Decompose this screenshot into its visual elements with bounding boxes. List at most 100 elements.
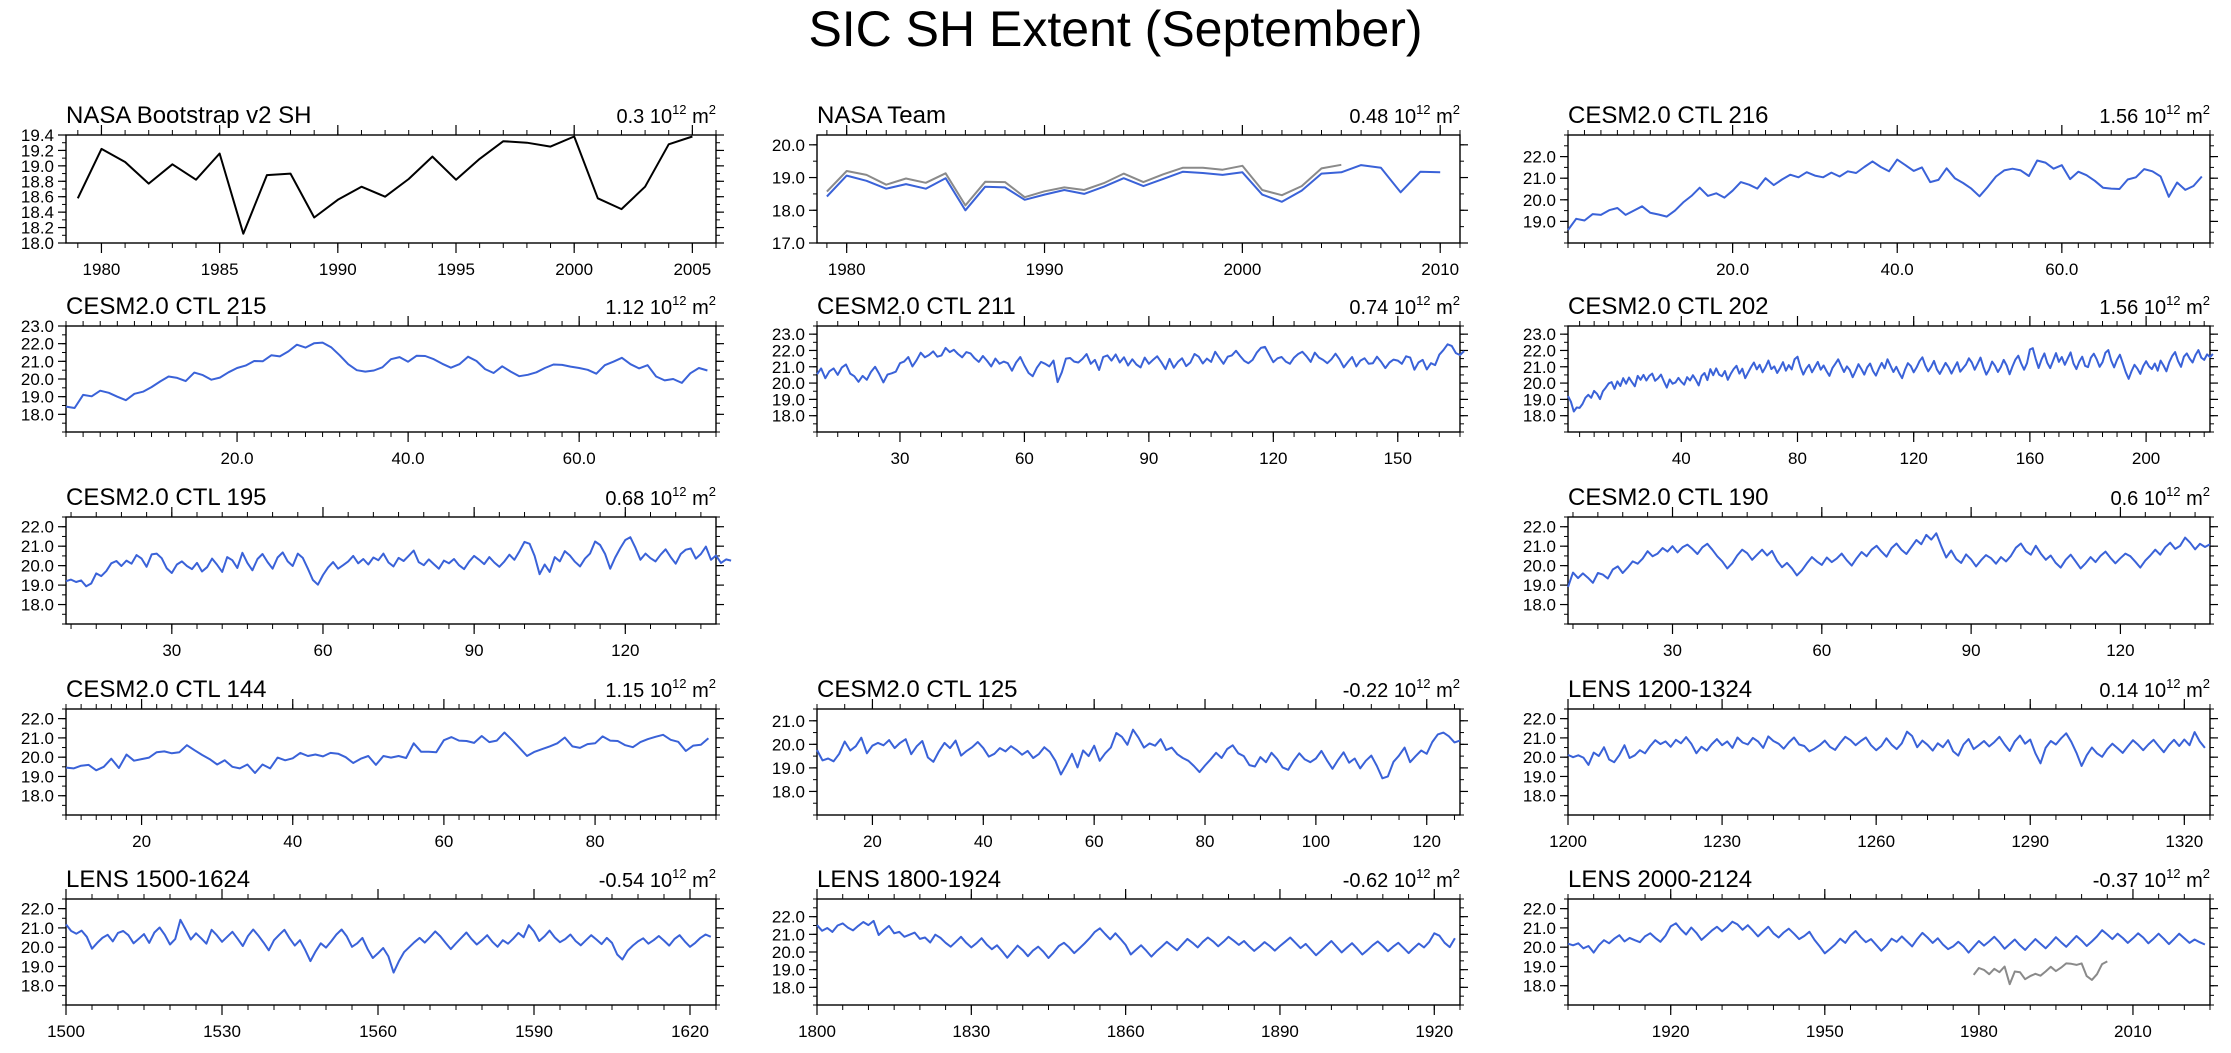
series-line: [816, 343, 1465, 384]
trend-label: 1.56 1012 m2: [2099, 293, 2210, 319]
panel-title: LENS 1200-1324: [1568, 676, 1752, 703]
x-tick-label: 2000: [555, 260, 593, 279]
x-tick-label: 1920: [1652, 1022, 1690, 1041]
x-tick-label: 30: [162, 641, 181, 660]
y-tick-label: 20.0: [21, 748, 54, 767]
x-tick-label: 90: [1139, 449, 1158, 468]
y-tick-label: 22.0: [21, 335, 54, 354]
x-tick-label: 120: [2106, 641, 2134, 660]
y-tick-label: 21.0: [772, 925, 805, 944]
plot-frame: [65, 134, 717, 244]
trend-label: -0.62 1012 m2: [1343, 866, 1460, 892]
x-tick-label: 1320: [2165, 832, 2203, 851]
plot-frame: [65, 898, 717, 1006]
chart-panel: LENS 1800-1924 -0.62 1012 m218.019.020.02…: [772, 866, 1468, 1041]
x-tick-label: 2010: [2114, 1022, 2152, 1041]
chart-panel: CESM2.0 CTL 202 1.56 1012 m218.019.020.02…: [1523, 293, 2218, 468]
series-line: [65, 536, 732, 588]
y-tick-label: 18.4: [21, 203, 54, 222]
y-tick-label: 21.0: [1523, 169, 1556, 188]
y-tick-label: 23.0: [772, 325, 805, 344]
y-tick-label: 21.0: [21, 919, 54, 938]
x-tick-label: 100: [1302, 832, 1330, 851]
x-tick-label: 160: [2016, 449, 2044, 468]
y-tick-label: 18.2: [21, 219, 54, 238]
y-tick-label: 22.0: [21, 518, 54, 537]
chart-panel: CESM2.0 CTL 195 0.68 1012 m218.019.020.02…: [21, 484, 732, 660]
chart-panel: CESM2.0 CTL 211 0.74 1012 m218.019.020.02…: [772, 293, 1468, 468]
y-tick-label: 19.0: [21, 157, 54, 176]
y-tick-label: 22.0: [21, 710, 54, 729]
x-tick-label: 1560: [359, 1022, 397, 1041]
chart-panel: NASA Team 0.48 1012 m2 17.0 18.0 19.0 20.0 198…: [772, 102, 1468, 279]
x-tick-label: 1890: [1261, 1022, 1299, 1041]
y-tick-label: 23.0: [21, 317, 54, 336]
y-tick-label: 20.0: [772, 136, 805, 155]
x-tick-label: 2000: [1223, 260, 1261, 279]
x-tick-label: 2010: [1421, 260, 1459, 279]
trend-label: 1.12 1012 m2: [605, 293, 716, 319]
x-tick-label: 1980: [828, 260, 866, 279]
y-tick-label: 22.0: [772, 341, 805, 360]
x-tick-label: 20.0: [1716, 260, 1749, 279]
trend-label: 0.48 1012 m2: [1349, 102, 1460, 128]
trend-label: 0.74 1012 m2: [1349, 293, 1460, 319]
y-tick-label: 21.0: [1523, 358, 1556, 377]
x-tick-label: 90: [1962, 641, 1981, 660]
x-tick-label: 1230: [1703, 832, 1741, 851]
panel-title: LENS 2000-2124: [1568, 866, 1752, 893]
x-tick-label: 120: [1259, 449, 1287, 468]
chart-panel: LENS 1500-1624 -0.54 1012 m218.019.020.02…: [21, 866, 724, 1041]
plot-frame: [816, 325, 1461, 433]
y-tick-label: 20.0: [1523, 938, 1556, 957]
y-tick-label: 23.0: [1523, 325, 1556, 344]
trend-label: 1.56 1012 m2: [2099, 102, 2210, 128]
x-tick-label: 30: [1663, 641, 1682, 660]
y-tick-label: 20.0: [1523, 557, 1556, 576]
y-tick-label: 22.0: [772, 908, 805, 927]
x-tick-label: 1985: [201, 260, 239, 279]
y-tick-label: 17.0: [772, 234, 805, 253]
y-tick-label: 20.0: [1523, 191, 1556, 210]
y-tick-label: 18.0: [21, 787, 54, 806]
series-line: [65, 918, 712, 974]
x-tick-label: 1590: [515, 1022, 553, 1041]
y-tick-label: 19.0: [21, 576, 54, 595]
y-tick-label: 22.0: [21, 900, 54, 919]
series-line: [826, 163, 1342, 207]
x-tick-label: 60: [1085, 832, 1104, 851]
x-tick-label: 1995: [437, 260, 475, 279]
series-line: [1567, 920, 2206, 955]
chart-panel: NASA Bootstrap v2 SH 0.3 1012 m218.018.21…: [21, 102, 724, 279]
series-line: [76, 135, 693, 235]
y-tick-label: 18.6: [21, 188, 54, 207]
x-tick-label: 60: [1015, 449, 1034, 468]
panel-title: NASA Team: [817, 102, 946, 129]
series-line: [1567, 532, 2211, 588]
x-tick-label: 40.0: [392, 449, 425, 468]
y-tick-label: 20.0: [772, 943, 805, 962]
y-tick-label: 21.0: [772, 358, 805, 377]
y-tick-label: 18.0: [21, 977, 54, 996]
panel-title: CESM2.0 CTL 216: [1568, 102, 1769, 129]
panel-title: CESM2.0 CTL 125: [817, 676, 1018, 703]
x-tick-label: 40.0: [1881, 260, 1914, 279]
x-tick-label: 80: [586, 832, 605, 851]
y-tick-label: 19.0: [1523, 767, 1556, 786]
x-tick-label: 2005: [673, 260, 711, 279]
y-tick-label: 18.0: [772, 782, 805, 801]
plot-frame: [816, 898, 1461, 1006]
plot-frame: [816, 134, 1461, 244]
x-tick-label: 40: [974, 832, 993, 851]
y-tick-label: 22.0: [1523, 341, 1556, 360]
series-line: [1567, 730, 2206, 767]
y-tick-label: 22.0: [1523, 518, 1556, 537]
x-tick-label: 1260: [1857, 832, 1895, 851]
x-tick-label: 30: [891, 449, 910, 468]
y-tick-label: 19.0: [772, 759, 805, 778]
y-tick-label: 21.0: [1523, 729, 1556, 748]
panel-title: CESM2.0 CTL 202: [1568, 293, 1769, 320]
y-tick-label: 21.0: [21, 537, 54, 556]
chart-panel: CESM2.0 CTL 216 1.56 1012 m2 19.0 20.0 21.0 2…: [1523, 102, 2218, 279]
y-tick-label: 19.2: [21, 141, 54, 160]
